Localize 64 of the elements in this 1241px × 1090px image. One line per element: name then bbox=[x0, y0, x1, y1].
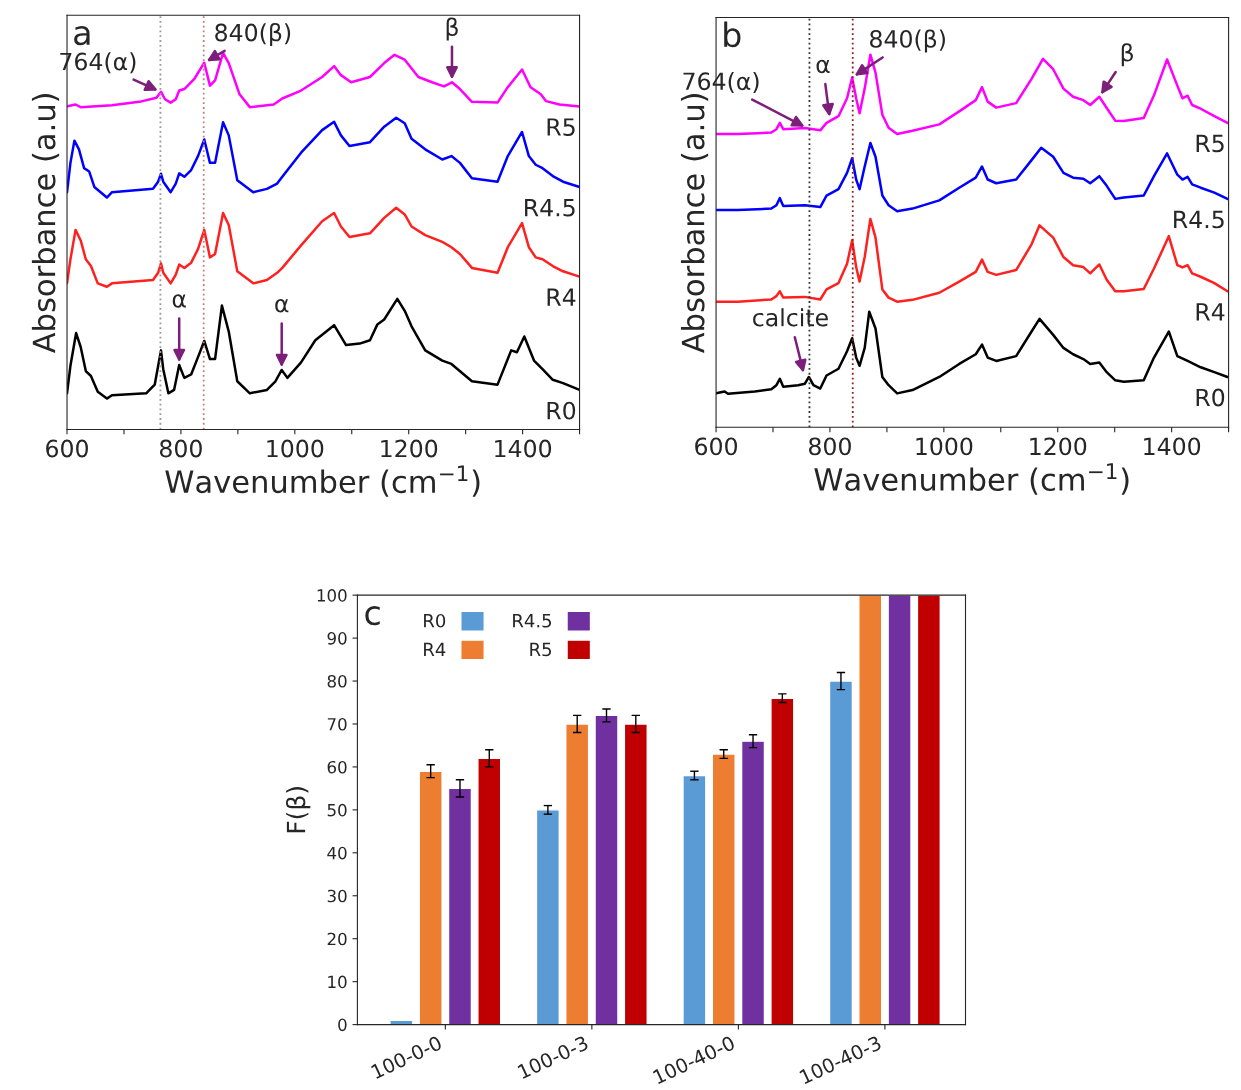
bar bbox=[770, 697, 795, 1025]
series-label: R4.5 bbox=[525, 198, 575, 217]
y-tick-label: 80 bbox=[327, 674, 347, 688]
y-tick-label: 30 bbox=[327, 889, 347, 903]
bar bbox=[858, 595, 883, 1025]
bar bbox=[916, 595, 941, 1025]
bar bbox=[594, 714, 619, 1025]
annotation: α bbox=[172, 294, 186, 308]
series-label: R4 bbox=[1196, 303, 1225, 321]
y-axis-title: Absorbance (a.u) bbox=[31, 94, 60, 354]
bar bbox=[418, 770, 443, 1025]
chart-title: b bbox=[724, 21, 741, 48]
x-tick-label: 1000 bbox=[267, 439, 324, 458]
y-tick-label: 100 bbox=[317, 589, 347, 602]
chart-title: a bbox=[74, 26, 90, 46]
y-tick-label: 0 bbox=[338, 1018, 347, 1032]
y-tick-label: 70 bbox=[327, 717, 347, 731]
series-label: R0 bbox=[1196, 388, 1225, 407]
y-tick-label: 10 bbox=[328, 975, 347, 989]
legend-label: R0 bbox=[424, 613, 446, 628]
series-label: R0 bbox=[547, 401, 576, 420]
bar bbox=[740, 740, 766, 1025]
series-label: R5 bbox=[1196, 134, 1224, 153]
legend-label: R4.5 bbox=[513, 614, 552, 628]
x-axis-title: Wavenumber (cm$^{−1}$) bbox=[814, 463, 1129, 495]
y-axis-title: Absorbance (a.u) bbox=[680, 94, 709, 354]
bar bbox=[682, 774, 707, 1025]
annotation: β bbox=[1121, 43, 1133, 67]
x-tick-label: 600 bbox=[46, 439, 88, 458]
annotation: calcite bbox=[753, 308, 828, 327]
y-tick-label: 40 bbox=[327, 846, 347, 860]
y-axis-title: F(β) bbox=[285, 787, 311, 833]
x-tick-label: 1200 bbox=[381, 439, 438, 458]
x-tick-label: 800 bbox=[809, 437, 851, 456]
x-tick-label: 800 bbox=[159, 439, 202, 458]
x-tick-label: 1000 bbox=[916, 437, 973, 456]
annotation: 840(β) bbox=[215, 23, 291, 47]
annotation: α bbox=[816, 59, 830, 74]
y-tick-label: 20 bbox=[327, 932, 347, 946]
annotation: β bbox=[446, 17, 458, 41]
bar bbox=[828, 680, 854, 1025]
x-tick-label: 1400 bbox=[1144, 437, 1201, 456]
y-tick-label: 50 bbox=[327, 803, 347, 817]
annotation: 840(β) bbox=[870, 29, 945, 53]
x-tick-label: 1200 bbox=[1030, 437, 1087, 456]
y-tick-label: 60 bbox=[327, 760, 347, 774]
x-tick-label: 1400 bbox=[495, 439, 552, 458]
bar bbox=[711, 753, 736, 1025]
bar bbox=[887, 595, 912, 1025]
chart-title: c bbox=[365, 606, 380, 626]
bar bbox=[447, 787, 473, 1025]
y-tick-label: 90 bbox=[327, 632, 347, 645]
legend-label: R4 bbox=[424, 642, 446, 656]
bar bbox=[477, 757, 502, 1025]
series-label: R4.5 bbox=[1174, 210, 1224, 229]
bar bbox=[623, 723, 648, 1025]
annotation: α bbox=[275, 299, 289, 313]
x-axis-title: Wavenumber (cm$^{−1}$) bbox=[165, 465, 480, 497]
x-tick-label: 600 bbox=[695, 437, 738, 456]
series-label: R5 bbox=[547, 118, 575, 136]
series-label: R4 bbox=[547, 288, 576, 306]
bar bbox=[565, 723, 590, 1025]
bar bbox=[535, 809, 561, 1025]
legend-label: R5 bbox=[530, 642, 552, 657]
